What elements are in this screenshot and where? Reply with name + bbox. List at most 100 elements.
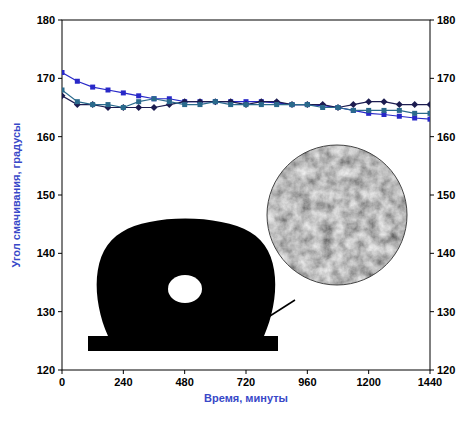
y-tick [58,253,62,254]
marker [397,114,402,119]
marker [350,101,357,108]
sem-image [262,140,412,290]
marker [259,102,264,107]
marker [75,79,80,84]
y-tick-label: 160 [37,131,55,143]
marker [121,105,126,110]
y-tick [58,370,62,371]
marker [428,111,431,116]
y-tick-label: 140 [37,247,55,259]
marker [212,98,219,105]
marker [366,108,371,113]
arrow-head [248,318,262,330]
plot-frame [62,20,430,370]
marker [135,104,142,111]
x-tick [123,370,124,374]
marker [412,116,417,121]
y2-tick-label: 180 [437,14,455,26]
marker [243,101,250,108]
marker [305,102,310,107]
marker [75,99,80,104]
marker [120,104,127,111]
x-tick-label: 720 [237,376,255,388]
marker [213,99,218,104]
marker [427,101,431,108]
x-tick-label: 0 [59,376,65,388]
series-line [62,73,430,120]
x-tick [184,370,185,374]
marker [351,108,356,113]
marker [167,99,172,104]
marker [213,99,218,104]
marker [228,102,233,107]
x-tick [307,370,308,374]
marker [62,92,66,99]
marker [136,99,141,104]
y-axis-title: Угол смачивания, градусы [10,122,22,267]
x-tick [246,370,247,374]
series-group [62,70,430,122]
y-tick-label: 180 [37,14,55,26]
marker [304,101,311,108]
y2-tick-label: 150 [437,189,455,201]
y-tick [58,311,62,312]
series-line [62,90,430,113]
marker [320,105,325,110]
marker [274,102,279,107]
y2-tick [430,311,434,312]
marker [351,108,356,113]
x-tick [62,370,63,374]
marker [90,102,95,107]
droplet-inset [88,219,295,352]
y2-tick [430,370,434,371]
marker [382,108,387,113]
marker [365,98,372,105]
marker [121,90,126,95]
marker [106,88,111,93]
marker [336,105,341,110]
y2-tick [430,78,434,79]
marker [152,96,157,101]
marker [290,102,295,107]
y-tick [58,20,62,21]
y-tick [58,195,62,196]
marker [136,93,141,98]
marker [151,104,158,111]
chart: 0240480720960120014401201301401501601701… [0,0,475,423]
y2-tick [430,195,434,196]
marker [335,104,342,111]
droplet-highlight [168,275,202,303]
y-tick [58,78,62,79]
arrow [248,300,295,330]
y-tick-label: 120 [37,364,55,376]
y-tick-label: 130 [37,306,55,318]
y-tick-label: 150 [37,189,55,201]
sem-texture [262,140,412,290]
marker [428,117,431,122]
marker [397,108,402,113]
marker [396,101,403,108]
x-tick [430,370,431,374]
marker [90,85,95,90]
marker [412,111,417,116]
marker [182,102,187,107]
marker [290,102,295,107]
x-tick-label: 480 [175,376,193,388]
marker [198,102,203,107]
marker [62,88,65,93]
y2-tick-label: 140 [437,247,455,259]
x-axis-title: Время, минуты [204,392,288,404]
marker [89,101,96,108]
y2-tick-label: 130 [437,306,455,318]
substrate [88,336,278,351]
y-tick-label: 170 [37,72,55,84]
y2-tick [430,136,434,137]
y2-tick-label: 170 [437,72,455,84]
marker [305,102,310,107]
sem-border [267,145,407,285]
marker [411,101,418,108]
droplet [97,219,276,337]
marker [106,102,111,107]
marker [289,101,296,108]
y2-tick-label: 120 [437,364,455,376]
